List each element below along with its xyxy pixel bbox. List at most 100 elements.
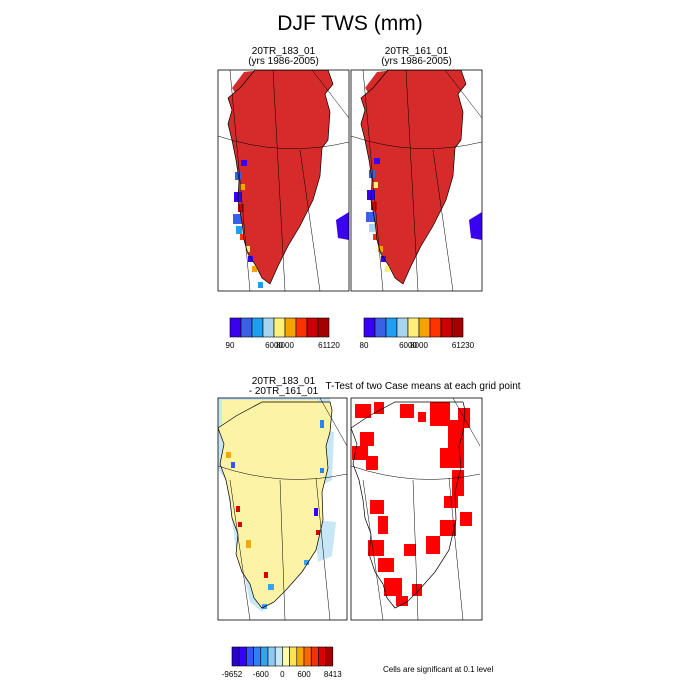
panel2-colorbar-box — [385, 317, 398, 338]
panel3-colorbar-box — [253, 646, 262, 667]
panel3-cell — [236, 506, 240, 512]
panel3-cell — [246, 540, 251, 548]
panel2-colorbar-box — [396, 317, 409, 338]
panel2-cell — [385, 266, 390, 272]
panel4-map — [351, 398, 482, 620]
panel3-colorbar-tick-label: 600 — [297, 670, 311, 679]
panel1-cell — [248, 256, 253, 262]
panel1-frame — [217, 69, 350, 292]
panel2-colorbar-tick-label: 6000 — [399, 341, 417, 350]
panel1-colorbar-box — [295, 317, 308, 338]
panel1-colorbar-box — [229, 317, 242, 338]
panel2-frame — [350, 69, 483, 292]
panel4-cell — [384, 578, 402, 596]
panel3-cell — [268, 584, 274, 590]
panel2-cell — [381, 256, 386, 262]
panel2-map — [351, 70, 482, 291]
panel2-cell — [366, 212, 375, 222]
panel2-cell — [369, 170, 375, 178]
panel2-colorbar-box — [429, 317, 442, 338]
panel3-colorbar-tick-label: -9652 — [222, 670, 243, 679]
panel3-colorbar-box — [231, 646, 240, 667]
panel3-cell — [314, 508, 318, 516]
panel3-colorbar-box — [282, 646, 290, 667]
panel4-cell — [430, 402, 450, 426]
panel2-colorbar-box — [363, 317, 376, 338]
panel3-cells — [226, 420, 324, 609]
panel2-subtitle: (yrs 1986-2005) — [381, 56, 452, 67]
panel3-colorbar-box — [289, 646, 298, 667]
panel3-colorbar-box — [318, 646, 326, 667]
panel4-cell — [460, 512, 472, 526]
panel1-cell — [236, 226, 242, 234]
panel4-cell — [374, 402, 384, 414]
panel4-cell — [418, 412, 426, 422]
panel2-colorbar-tick-label: 80 — [360, 341, 369, 350]
panel1-colorbar-tick-label: 90 — [226, 341, 235, 350]
panel3-cell — [320, 420, 324, 428]
panel1-colorbar-box — [262, 317, 275, 338]
figure-title: DJF TWS (mm) — [277, 12, 423, 35]
panel1-cell — [240, 184, 245, 190]
panel4-cell — [440, 448, 464, 468]
panel4-cell — [440, 520, 456, 536]
panel2-cell — [378, 246, 383, 252]
panel3-map — [218, 398, 347, 620]
panel4-cell — [355, 404, 371, 418]
panel3-colorbar-box — [260, 646, 269, 667]
panel1-colorbar-box — [317, 317, 330, 338]
panel3-colorbar-box — [274, 646, 283, 667]
panel3-colorbar-box — [238, 646, 247, 667]
panel2-colorbar-box — [418, 317, 431, 338]
panel4-cell — [404, 544, 416, 556]
panel1-subtitle: (yrs 1986-2005) — [248, 56, 319, 67]
panel2-colorbar-tick-label: 8000 — [410, 341, 428, 350]
panel3-colorbar-box — [325, 646, 334, 667]
panel2-icesheet-field — [361, 70, 466, 284]
panel3-cell — [226, 452, 231, 458]
panel2-title: 20TR_161_01 (yrs 1986-2005) — [351, 47, 482, 67]
panel1-cell — [245, 246, 250, 252]
panel1-map — [218, 70, 349, 291]
panel1-icesheet-field — [228, 70, 333, 284]
panel4-graticule — [351, 398, 481, 620]
panel4-title: T-Test of two Case means at each grid po… — [325, 381, 521, 392]
panel2-colorbar-box — [451, 317, 464, 338]
panel3-colorbar-box — [296, 646, 305, 667]
panel2-east-cells — [469, 212, 482, 240]
panel4-cell — [400, 404, 414, 418]
panel4-cell — [452, 470, 464, 496]
panel2-colorbar-tick-label: 61230 — [452, 341, 475, 350]
panel1-colorbar-box — [306, 317, 319, 338]
panel3-colorbar-tick-label: 0 — [280, 670, 285, 679]
panel3-colorbar-box — [303, 646, 312, 667]
panel3-colorbar-box — [267, 646, 276, 667]
panel1-cell — [252, 266, 257, 272]
panel4-cell — [360, 432, 374, 446]
panel1-colorbar-box — [273, 317, 286, 338]
panel1-colorbar-box — [284, 317, 297, 338]
panel1-cell — [241, 160, 247, 166]
panel2-graticule — [351, 70, 482, 291]
panel4-cell — [396, 596, 408, 606]
panel1-colorbar-box — [251, 317, 264, 338]
panel1-graticule — [218, 70, 349, 291]
panel4-frame — [350, 397, 483, 621]
panel1-cell — [238, 204, 244, 212]
panel1-colorbar-tick-label: 6000 — [265, 341, 283, 350]
panel4-cell — [426, 536, 440, 554]
panel1-cell — [240, 234, 245, 240]
panel1-title: 20TR_183_01 (yrs 1986-2005) — [218, 47, 349, 67]
panel4-cell — [444, 496, 458, 508]
panel2-north-coast-field — [365, 70, 395, 100]
panel1-cell — [258, 282, 263, 288]
panel2-colorbar-box — [407, 317, 420, 338]
panel3-graticule — [218, 398, 347, 620]
panel4-cell — [366, 456, 378, 470]
panel3-frame — [217, 397, 348, 621]
panel1-colorbar-tick-label: 8000 — [276, 341, 294, 350]
panel2-cell — [369, 224, 375, 232]
panel1-north-coast-field — [232, 70, 262, 100]
